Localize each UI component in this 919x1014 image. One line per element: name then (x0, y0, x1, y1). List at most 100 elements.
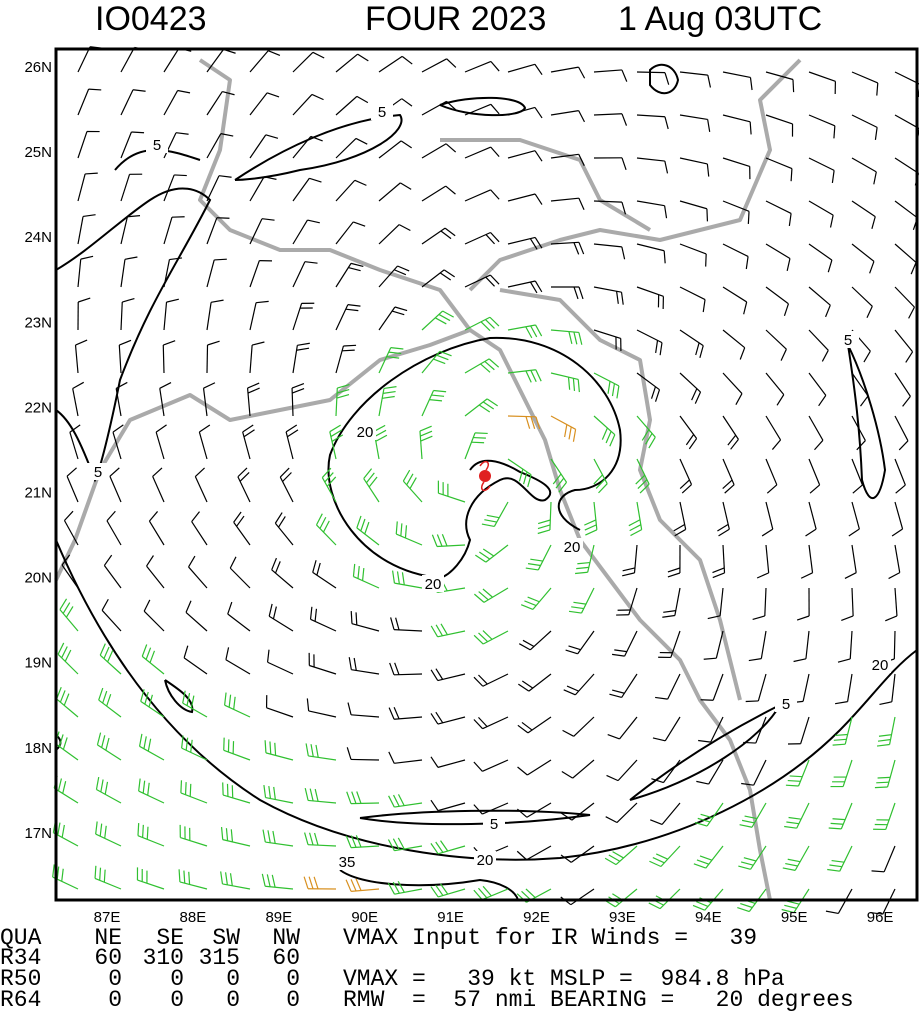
barb-part (780, 348, 787, 361)
note: RMW = 57 nmi BEARING = 20 degrees (343, 987, 854, 1013)
barb-part (132, 89, 146, 92)
barb-part (66, 475, 79, 503)
barb-part (57, 822, 61, 836)
barb-part (342, 349, 355, 352)
wind-barb (220, 871, 251, 890)
wind-barb (262, 829, 294, 847)
barb-part (572, 759, 595, 779)
barb-part (271, 569, 294, 589)
barb-part (206, 49, 225, 73)
barb-part (436, 354, 449, 361)
barb-part (285, 424, 298, 433)
barb-part (905, 351, 914, 363)
barb-part (72, 381, 85, 390)
barb-part (738, 865, 751, 870)
barb-part (706, 163, 710, 177)
barb-part (433, 358, 446, 365)
wind-barb (782, 845, 810, 871)
barb-part (611, 383, 616, 397)
wind-barb (271, 557, 294, 589)
barb-part (304, 261, 318, 264)
barb-part (624, 630, 638, 657)
wind-barb (285, 424, 299, 460)
barb-part (159, 382, 172, 389)
barb-part (760, 630, 767, 659)
wind-barb (752, 587, 767, 621)
barb-part (99, 823, 103, 837)
barb-part (75, 339, 88, 346)
barb-part (434, 317, 447, 325)
barb-part (313, 876, 319, 890)
barb-part (529, 238, 538, 250)
barb-part (382, 390, 396, 394)
barb-part (722, 71, 751, 79)
barb-part (886, 759, 896, 788)
barb-part (526, 802, 552, 818)
barb-part (292, 303, 303, 331)
barb-part (152, 467, 163, 477)
barb-part (329, 424, 341, 433)
wind-barb (700, 673, 724, 701)
wind-barb (72, 381, 85, 417)
wind-barb (808, 458, 821, 494)
barb-part (598, 483, 608, 494)
wind-barb (516, 845, 552, 861)
barb-part (363, 478, 380, 503)
barb-part (482, 401, 495, 410)
barb-part (679, 479, 690, 489)
barb-part (279, 476, 294, 503)
barb-part (473, 719, 484, 730)
barb-part (312, 560, 317, 573)
wind-barb (722, 415, 739, 450)
barb-part (119, 339, 132, 346)
wind-barb (261, 873, 294, 890)
wind-barb (249, 341, 265, 374)
wind-barb (335, 95, 369, 116)
barb-part (346, 791, 352, 804)
wind-barb (99, 643, 122, 675)
barb-part (435, 884, 444, 896)
note: VMAX Input for IR Winds = 39 (343, 925, 757, 951)
lat-label: 26N (24, 59, 52, 76)
barb-part (783, 303, 789, 316)
wind-barb (584, 501, 598, 536)
barb-part (336, 389, 350, 394)
wind-barb (77, 130, 100, 159)
barb-part (225, 828, 229, 841)
contour (629, 702, 783, 801)
barb-part (664, 72, 670, 85)
barb-part (829, 864, 843, 868)
wind-barb (378, 347, 404, 374)
wind-barb (194, 467, 208, 503)
wind-barb (651, 759, 681, 784)
barb-part (225, 872, 228, 885)
contours (55, 63, 918, 901)
wind-barb (741, 759, 767, 786)
barb-part (844, 572, 857, 579)
wind-barb (894, 200, 918, 230)
barb-part (94, 877, 122, 890)
wind-barb (560, 845, 595, 863)
barb-part (356, 515, 362, 529)
barb-part (471, 441, 485, 444)
wind-barb (378, 55, 413, 73)
barb-part (621, 113, 628, 126)
barb-part (282, 472, 292, 482)
barb-part (440, 883, 449, 895)
wind-barb (292, 219, 320, 245)
wind-barb (717, 501, 730, 537)
table-cell: 0 (226, 987, 240, 1013)
barb-part (378, 55, 403, 73)
barb-part (851, 501, 860, 530)
wind-barb (138, 733, 165, 761)
barb-part (388, 751, 395, 764)
barb-part (351, 623, 380, 632)
barb-part (77, 88, 90, 116)
barb-part (771, 439, 782, 450)
barb-part (507, 193, 536, 202)
wind-barb (516, 802, 552, 818)
wind-barb (722, 243, 749, 270)
barb-part (568, 331, 573, 345)
wind-barb (138, 778, 165, 804)
wind-barb (568, 587, 595, 614)
